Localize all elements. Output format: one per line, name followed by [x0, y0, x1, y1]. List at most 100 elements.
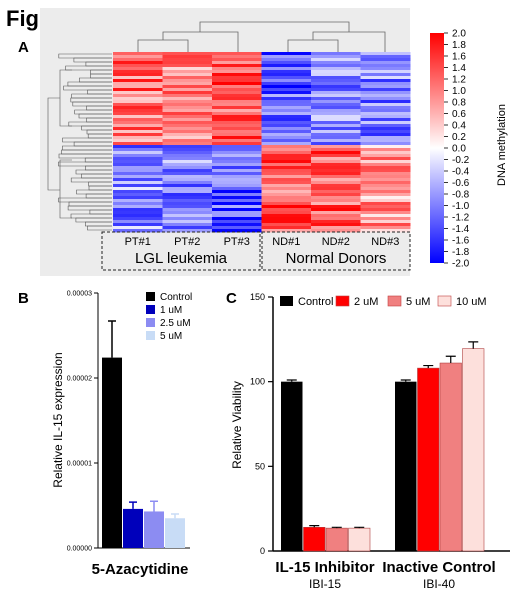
heatmap-cell-nd-3	[360, 82, 411, 86]
heatmap-cell-pt-2	[162, 184, 213, 188]
heatmap-cell-nd-3	[360, 178, 411, 182]
colorbar-tick-label: -1.8	[452, 247, 470, 258]
heatmap-cell-nd-2	[311, 124, 361, 128]
heatmap-cell-pt-2	[162, 154, 213, 158]
heatmap-cell-nd-3	[360, 208, 411, 212]
heatmap-cell-pt-2	[162, 85, 213, 89]
heatmap-cell-nd-3	[360, 190, 411, 194]
column-label-nd-3: ND#3	[371, 236, 399, 248]
heatmap-cell-pt-2	[162, 76, 213, 80]
heatmap-cell-pt-3	[212, 94, 262, 98]
heatmap-cell-nd-2	[311, 73, 361, 77]
heatmap-cell-nd-2	[311, 58, 361, 62]
heatmap-cell-pt-3	[212, 109, 262, 113]
heatmap-cell-nd-1	[261, 55, 312, 59]
heatmap-cell-pt-1	[113, 214, 163, 218]
heatmap-cell-pt-2	[162, 115, 213, 119]
heatmap-cell-pt-1	[113, 181, 163, 185]
heatmap-cell-nd-1	[261, 205, 312, 209]
heatmap-cell-pt-2	[162, 55, 213, 59]
b-legend-label-2-5-um: 2.5 uM	[160, 318, 191, 329]
heatmap-cell-pt-3	[212, 151, 262, 155]
heatmap-cell-pt-3	[212, 91, 262, 95]
heatmap-cell-nd-3	[360, 103, 411, 107]
heatmap-cell-pt-1	[113, 208, 163, 212]
heatmap-cell-nd-1	[261, 100, 312, 104]
heatmap-cell-nd-3	[360, 181, 411, 185]
heatmap-cell-nd-3	[360, 64, 411, 68]
heatmap-cell-nd-3	[360, 211, 411, 215]
heatmap-cell-nd-1	[261, 178, 312, 182]
heatmap-cell-nd-2	[311, 175, 361, 179]
group-box-lgl-leukemia	[101, 231, 261, 271]
c-group-label-ibi-40: Inactive Control	[382, 559, 495, 576]
b-error-bar-5-um	[171, 513, 179, 519]
heatmap-cell-nd-2	[311, 91, 361, 95]
heatmap-cell-nd-3	[360, 199, 411, 203]
heatmap-cell-nd-1	[261, 172, 312, 176]
b-y-tick-label: 0.00001	[67, 461, 92, 468]
colorbar-tick-label: 1.0	[452, 86, 466, 97]
heatmap-cell-pt-1	[113, 166, 163, 170]
heatmap-cell-pt-1	[113, 112, 163, 116]
heatmap-cell-pt-3	[212, 115, 262, 119]
heatmap-cell-pt-1	[113, 118, 163, 122]
heatmap-cell-pt-2	[162, 64, 213, 68]
heatmap-cell-pt-3	[212, 211, 262, 215]
heatmap-cell-nd-2	[311, 52, 361, 56]
heatmap-cell-pt-2	[162, 136, 213, 140]
heatmap-cell-pt-1	[113, 124, 163, 128]
heatmap-cell-nd-3	[360, 100, 411, 104]
heatmap-cell-pt-2	[162, 112, 213, 116]
heatmap-cell-pt-3	[212, 160, 262, 164]
c-group-label-ibi-15: IL-15 Inhibitor	[275, 559, 374, 576]
heatmap-cell-pt-2	[162, 70, 213, 74]
b-legend-label-5-um: 5 uM	[160, 331, 182, 342]
heatmap-cell-pt-3	[212, 118, 262, 122]
heatmap-cell-nd-2	[311, 160, 361, 164]
heatmap-cell-nd-1	[261, 70, 312, 74]
heatmap-cell-nd-3	[360, 133, 411, 137]
heatmap-cell-pt-1	[113, 52, 163, 56]
heatmap-cell-nd-3	[360, 58, 411, 62]
heatmap-cell-nd-2	[311, 181, 361, 185]
heatmap-cell-nd-3	[360, 151, 411, 155]
b-y-axis-label: Relative IL-15 expression	[51, 352, 65, 487]
heatmap-cell-nd-1	[261, 199, 312, 203]
heatmap-cell-nd-3	[360, 67, 411, 71]
heatmap-cell-pt-3	[212, 208, 262, 212]
colorbar-tick-label: 1.8	[452, 40, 466, 51]
heatmap-cell-pt-1	[113, 226, 163, 230]
heatmap-cell-pt-3	[212, 223, 262, 227]
heatmap-cell-nd-2	[311, 61, 361, 65]
panel-a-label: A	[18, 39, 29, 56]
heatmap-cell-pt-1	[113, 103, 163, 107]
b-legend-swatch-control	[146, 292, 155, 301]
heatmap-cell-nd-3	[360, 76, 411, 80]
heatmap-cell-nd-2	[311, 139, 361, 143]
heatmap-cell-nd-2	[311, 112, 361, 116]
heatmap-cell-pt-1	[113, 217, 163, 221]
b-legend-label-control: Control	[160, 292, 192, 303]
heatmap-cell-nd-1	[261, 226, 312, 230]
c-bar-ibi-15-5-um	[325, 527, 348, 552]
heatmap-cell-pt-3	[212, 133, 262, 137]
heatmap-cell-pt-2	[162, 88, 213, 92]
heatmap-cell-pt-3	[212, 145, 262, 149]
heatmap-cell-nd-1	[261, 169, 312, 173]
heatmap-cell-nd-2	[311, 127, 361, 131]
heatmap-cell-pt-1	[113, 88, 163, 92]
heatmap-cell-pt-3	[212, 97, 262, 101]
heatmap-cell-pt-3	[212, 214, 262, 218]
heatmap-cell-nd-1	[261, 85, 312, 89]
heatmap-cell-pt-2	[162, 121, 213, 125]
heatmap-cell-pt-2	[162, 205, 213, 209]
heatmap-cell-nd-3	[360, 217, 411, 221]
dendrogram-branch	[59, 69, 72, 219]
heatmap-cell-pt-2	[162, 67, 213, 71]
heatmap-cell-nd-3	[360, 94, 411, 98]
heatmap-cell-nd-2	[311, 220, 361, 224]
heatmap-cell-nd-2	[311, 55, 361, 59]
c-y-tick-label: 100	[250, 377, 265, 387]
